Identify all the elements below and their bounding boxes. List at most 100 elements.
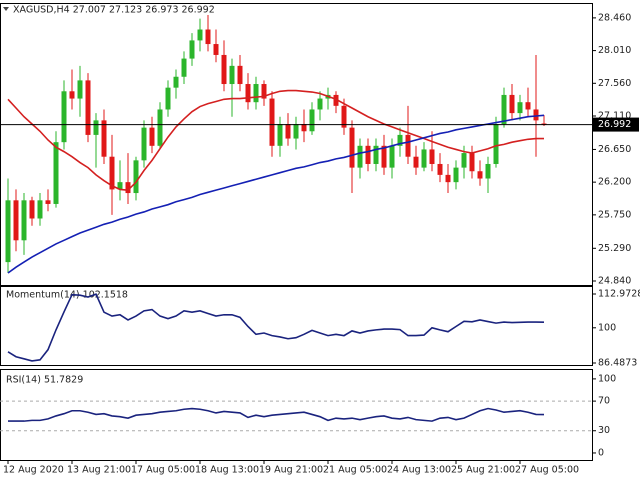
candle-body [461, 153, 467, 168]
candle-body [381, 145, 387, 168]
x-tick-label: 21 Aug 05:00 [323, 465, 387, 476]
candle-body [261, 84, 267, 99]
candle-body [309, 109, 315, 132]
candle-body [133, 160, 139, 194]
y-tick-label: 25.290 [598, 243, 631, 254]
candle-body [341, 105, 347, 128]
candle-body [397, 134, 403, 146]
y-tick-label: 28.010 [598, 45, 631, 56]
indicator-line [7, 293, 545, 362]
candle-body [477, 171, 483, 179]
x-tick-label: 13 Aug 21:00 [67, 465, 131, 476]
x-tick-label: 12 Aug 2020 [3, 465, 64, 476]
y-tick-label: 27.110 [598, 111, 631, 122]
candle-body [349, 127, 355, 168]
candle-body [205, 29, 211, 45]
x-tick-label: 19 Aug 21:00 [259, 465, 323, 476]
momentum-title: Momentum(14) 102.1518 [6, 290, 128, 301]
candle-body [413, 156, 419, 168]
candle-body [285, 124, 291, 139]
candle-body [37, 200, 43, 219]
candle-body [253, 84, 259, 103]
x-tick-label: 17 Aug 05:00 [131, 465, 195, 476]
y-tick-label: 86.4873 [598, 358, 637, 369]
candle-body [189, 40, 195, 59]
candle-body [541, 123, 547, 125]
candle-body [173, 76, 179, 88]
candle-body [373, 145, 379, 164]
candle-body [421, 149, 427, 168]
candle-body [245, 84, 251, 103]
panel-plot [0, 14, 592, 274]
candle-body [141, 127, 147, 161]
candle-body [405, 134, 411, 157]
candle-body [469, 153, 475, 172]
candle-body [485, 163, 491, 179]
candle-body [517, 102, 523, 114]
y-tick-label: 25.750 [598, 209, 631, 220]
y-tick-label: 0 [598, 447, 604, 458]
y-tick-label: 28.460 [598, 12, 631, 23]
candle-body [77, 80, 83, 99]
candle-body [13, 200, 19, 241]
candle-body [453, 167, 459, 183]
candle-body [29, 200, 35, 219]
y-tick-label: 100 [598, 322, 616, 333]
candle-body [333, 94, 339, 106]
candle-body [157, 109, 163, 146]
candle-body [117, 182, 123, 190]
candle-body [525, 102, 531, 110]
candle-body [437, 163, 443, 175]
candle-body [365, 145, 371, 164]
candle-body [221, 54, 227, 85]
candle-body [357, 145, 363, 168]
candle-body [501, 94, 507, 125]
candle-body [237, 65, 243, 85]
candle-body [213, 44, 219, 55]
candle-body [181, 58, 187, 77]
candle-body [21, 200, 27, 241]
candle-body [269, 98, 275, 146]
y-tick-label: 26.650 [598, 144, 631, 155]
candle-body [533, 109, 539, 121]
candle-body [85, 80, 91, 135]
y-tick-label: 112.9728 [598, 289, 640, 300]
current-price-label: 26.992 [598, 119, 631, 130]
candle-body [93, 120, 99, 135]
indicator-line [7, 114, 545, 274]
rsi-panel [0, 369, 593, 461]
candle-body [445, 174, 451, 183]
x-tick-label: 18 Aug 13:00 [195, 465, 259, 476]
main-panel [0, 3, 593, 286]
candle-body [109, 156, 115, 190]
symbol-icon [3, 7, 9, 11]
candle-body [69, 91, 75, 99]
y-tick-label: 26.200 [598, 177, 631, 188]
candle-body [229, 65, 235, 85]
candle-body [293, 124, 299, 139]
candle-body [53, 142, 59, 204]
indicator-line [8, 407, 545, 422]
x-tick-label: 24 Aug 13:00 [387, 465, 451, 476]
candle-body [125, 182, 131, 194]
candle-body [493, 124, 499, 164]
candle-body [165, 87, 171, 110]
candle-body [301, 124, 307, 132]
y-tick-label: 24.840 [598, 276, 631, 287]
panel-plot [0, 400, 592, 432]
candle-body [509, 94, 515, 114]
candle-body [277, 124, 283, 146]
candle-body [61, 91, 67, 143]
candle-body [197, 29, 203, 41]
y-tick-label: 27.560 [598, 78, 631, 89]
candle-body [45, 200, 51, 204]
indicator-line [7, 89, 544, 191]
chart-title: XAGUSD,H4 27.007 27.123 26.973 26.992 [13, 5, 215, 16]
panel-plot [7, 293, 545, 362]
candle-body [149, 127, 155, 146]
y-tick-label: 70 [598, 396, 610, 407]
x-tick-label: 27 Aug 05:00 [515, 465, 579, 476]
y-tick-label: 30 [598, 425, 610, 436]
candle-body [389, 145, 395, 168]
